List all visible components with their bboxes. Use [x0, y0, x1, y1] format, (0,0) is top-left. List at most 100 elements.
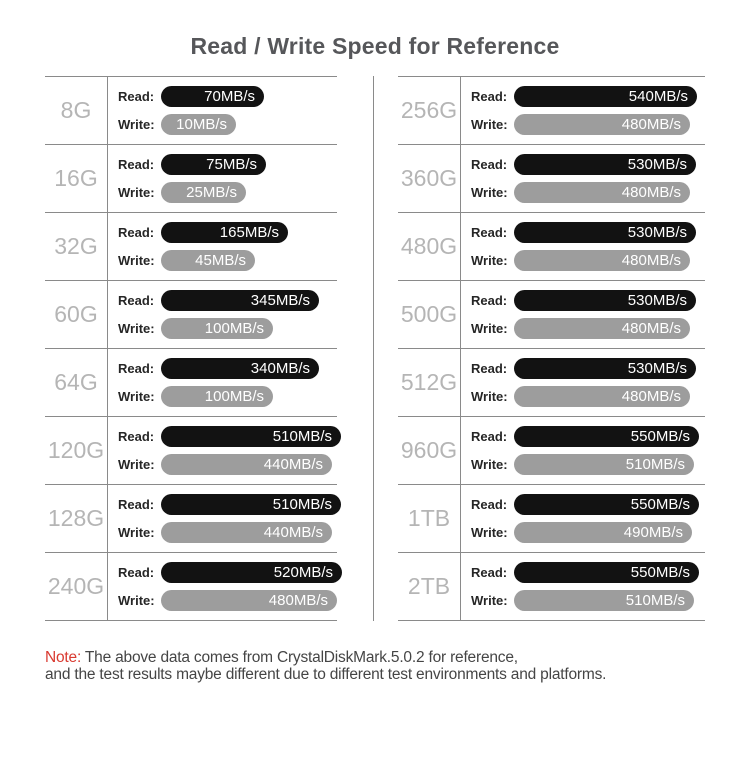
write-speed-value: 480MB/s — [621, 388, 681, 405]
write-label: Write: — [471, 117, 508, 132]
table-row: 1TB Read: 550MB/s Write: 490MB/s — [398, 485, 705, 553]
read-speed-value: 530MB/s — [627, 224, 687, 241]
write-speed-bar: 10MB/s — [161, 114, 236, 135]
read-speed-bar: 70MB/s — [161, 86, 264, 107]
write-bar-line: Write: 480MB/s — [471, 114, 705, 135]
read-bar-line: Read: 345MB/s — [118, 290, 337, 311]
write-label: Write: — [118, 185, 155, 200]
speed-table-right: 256G Read: 540MB/s Write: 480MB/s 360G R… — [398, 76, 705, 621]
read-bar-line: Read: 550MB/s — [471, 562, 705, 583]
write-bar-line: Write: 510MB/s — [471, 590, 705, 611]
read-bar-line: Read: 520MB/s — [118, 562, 342, 583]
read-label: Read: — [118, 565, 155, 580]
write-label: Write: — [471, 253, 508, 268]
read-bar-line: Read: 530MB/s — [471, 358, 705, 379]
read-bar-line: Read: 75MB/s — [118, 154, 337, 175]
read-label: Read: — [118, 361, 155, 376]
read-label: Read: — [471, 293, 508, 308]
footnote-line2: and the test results maybe different due… — [45, 666, 607, 683]
write-speed-bar: 490MB/s — [514, 522, 692, 543]
page-title: Read / Write Speed for Reference — [190, 33, 560, 59]
read-label: Read: — [118, 293, 155, 308]
write-speed-value: 480MB/s — [621, 184, 681, 201]
read-label: Read: — [118, 497, 155, 512]
read-speed-bar: 340MB/s — [161, 358, 319, 379]
read-speed-bar: 530MB/s — [514, 222, 696, 243]
read-speed-bar: 530MB/s — [514, 290, 696, 311]
capacity-label: 1TB — [398, 485, 461, 552]
capacity-label: 240G — [45, 553, 108, 620]
read-label: Read: — [118, 225, 155, 240]
read-speed-value: 165MB/s — [219, 224, 279, 241]
speed-tables: 8G Read: 70MB/s Write: 10MB/s 16G Read: … — [45, 76, 705, 621]
read-bar-line: Read: 530MB/s — [471, 154, 705, 175]
speed-bars-cell: Read: 520MB/s Write: 480MB/s — [108, 553, 342, 620]
capacity-label: 2TB — [398, 553, 461, 620]
capacity-label: 360G — [398, 145, 461, 212]
write-speed-value: 480MB/s — [268, 592, 328, 609]
write-speed-bar: 100MB/s — [161, 386, 273, 407]
speed-bars-cell: Read: 530MB/s Write: 480MB/s — [461, 281, 705, 348]
write-speed-bar: 440MB/s — [161, 522, 332, 543]
read-speed-bar: 520MB/s — [161, 562, 342, 583]
write-speed-bar: 510MB/s — [514, 454, 694, 475]
read-label: Read: — [471, 565, 508, 580]
read-speed-value: 550MB/s — [630, 428, 690, 445]
read-label: Read: — [118, 429, 155, 444]
speed-bars-cell: Read: 550MB/s Write: 490MB/s — [461, 485, 705, 552]
speed-bars-cell: Read: 345MB/s Write: 100MB/s — [108, 281, 337, 348]
write-speed-bar: 480MB/s — [161, 590, 337, 611]
table-row: 128G Read: 510MB/s Write: 440MB/s — [45, 485, 341, 553]
speed-bars-cell: Read: 540MB/s Write: 480MB/s — [461, 77, 705, 144]
speed-bars-cell: Read: 510MB/s Write: 440MB/s — [108, 485, 341, 552]
read-speed-bar: 530MB/s — [514, 358, 696, 379]
capacity-label: 500G — [398, 281, 461, 348]
read-bar-line: Read: 530MB/s — [471, 290, 705, 311]
table-row: 256G Read: 540MB/s Write: 480MB/s — [398, 77, 705, 145]
read-speed-value: 510MB/s — [272, 496, 332, 513]
write-bar-line: Write: 480MB/s — [471, 250, 705, 271]
capacity-label: 512G — [398, 349, 461, 416]
write-speed-value: 25MB/s — [186, 184, 237, 201]
table-row: 480G Read: 530MB/s Write: 480MB/s — [398, 213, 705, 281]
read-bar-line: Read: 530MB/s — [471, 222, 705, 243]
read-speed-bar: 165MB/s — [161, 222, 288, 243]
speed-bars-cell: Read: 165MB/s Write: 45MB/s — [108, 213, 337, 280]
read-label: Read: — [118, 89, 155, 104]
read-speed-value: 520MB/s — [273, 564, 333, 581]
read-speed-value: 530MB/s — [627, 292, 687, 309]
write-speed-bar: 480MB/s — [514, 250, 690, 271]
read-label: Read: — [471, 89, 508, 104]
table-row: 32G Read: 165MB/s Write: 45MB/s — [45, 213, 337, 281]
read-speed-bar: 510MB/s — [161, 426, 341, 447]
read-label: Read: — [471, 429, 508, 444]
read-label: Read: — [471, 361, 508, 376]
table-row: 2TB Read: 550MB/s Write: 510MB/s — [398, 553, 705, 621]
read-speed-value: 540MB/s — [628, 88, 688, 105]
read-label: Read: — [471, 225, 508, 240]
write-speed-bar: 480MB/s — [514, 114, 690, 135]
write-speed-value: 480MB/s — [621, 252, 681, 269]
table-row: 16G Read: 75MB/s Write: 25MB/s — [45, 145, 337, 213]
write-speed-bar: 510MB/s — [514, 590, 694, 611]
speed-bars-cell: Read: 510MB/s Write: 440MB/s — [108, 417, 341, 484]
capacity-label: 960G — [398, 417, 461, 484]
read-speed-bar: 550MB/s — [514, 494, 699, 515]
write-bar-line: Write: 480MB/s — [471, 386, 705, 407]
read-speed-bar: 550MB/s — [514, 426, 699, 447]
write-bar-line: Write: 440MB/s — [118, 522, 337, 543]
speed-bars-cell: Read: 70MB/s Write: 10MB/s — [108, 77, 337, 144]
speed-bars-cell: Read: 75MB/s Write: 25MB/s — [108, 145, 337, 212]
table-row: 960G Read: 550MB/s Write: 510MB/s — [398, 417, 705, 485]
speed-bars-cell: Read: 530MB/s Write: 480MB/s — [461, 145, 705, 212]
read-speed-bar: 530MB/s — [514, 154, 696, 175]
read-label: Read: — [471, 497, 508, 512]
write-label: Write: — [118, 593, 155, 608]
write-bar-line: Write: 490MB/s — [471, 522, 705, 543]
write-bar-line: Write: 100MB/s — [118, 318, 337, 339]
write-speed-value: 440MB/s — [263, 456, 323, 473]
read-bar-line: Read: 165MB/s — [118, 222, 337, 243]
write-label: Write: — [471, 389, 508, 404]
capacity-label: 480G — [398, 213, 461, 280]
write-label: Write: — [118, 389, 155, 404]
